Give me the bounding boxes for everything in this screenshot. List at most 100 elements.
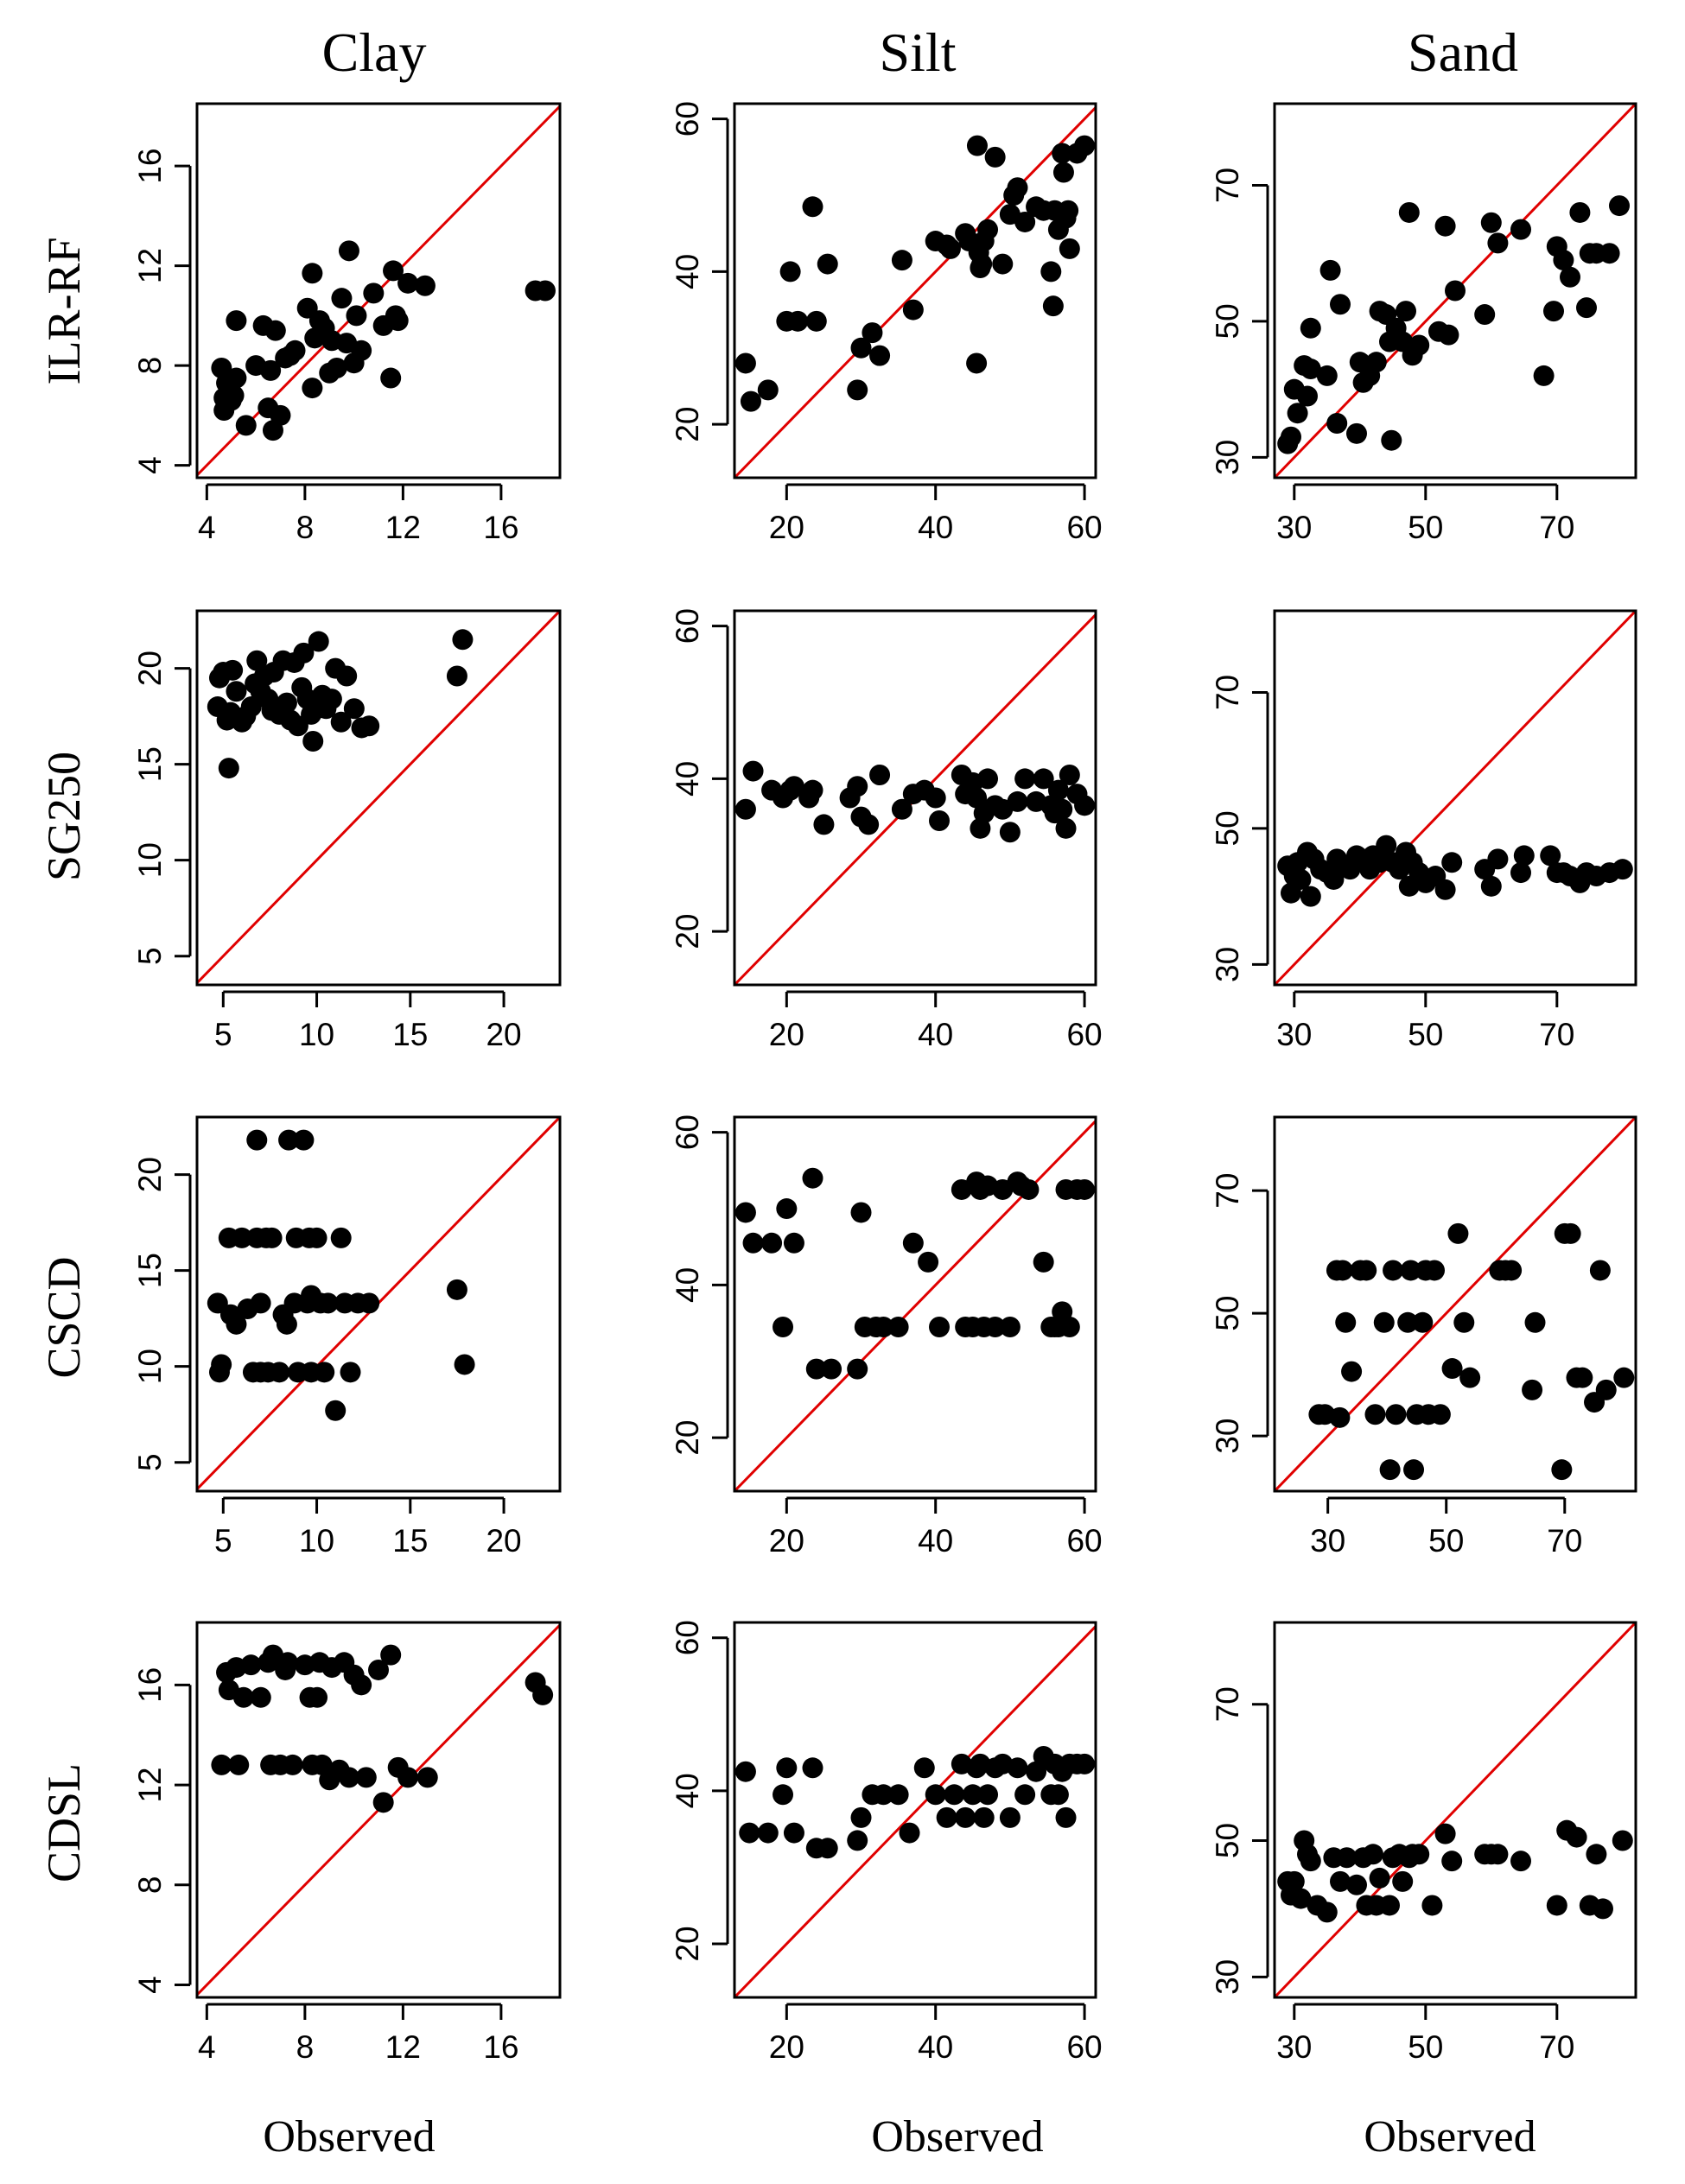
data-point <box>740 390 761 412</box>
data-point <box>1566 1826 1587 1848</box>
y-tick-label: 70 <box>1210 675 1245 710</box>
x-tick-label: 70 <box>1539 1017 1574 1052</box>
data-point <box>939 238 961 259</box>
data-point <box>918 1251 939 1273</box>
data-point <box>742 1232 764 1254</box>
y-tick-label: 20 <box>670 1926 705 1961</box>
data-point <box>1364 1404 1386 1425</box>
x-tick-label: 50 <box>1408 1017 1443 1052</box>
data-point <box>783 1822 804 1844</box>
data-point <box>966 135 988 156</box>
x-tick-label: 12 <box>385 2029 421 2065</box>
data-point <box>1059 238 1080 259</box>
data-point <box>999 1317 1021 1338</box>
data-point <box>1332 1260 1353 1281</box>
data-point <box>1330 1870 1351 1892</box>
y-tick-label: 4 <box>132 1976 168 1994</box>
data-point <box>973 1806 995 1828</box>
panel-ilr-sand-points <box>1277 195 1630 454</box>
data-point <box>532 1684 554 1705</box>
data-point <box>1487 848 1509 870</box>
data-point <box>869 764 891 785</box>
data-point <box>1055 817 1077 839</box>
data-point <box>1441 1851 1463 1872</box>
data-point <box>1290 1888 1312 1909</box>
x-tick-label: 60 <box>1066 1523 1102 1559</box>
data-point <box>226 681 247 702</box>
data-point <box>1319 259 1341 281</box>
x-tick-label: 50 <box>1408 510 1443 545</box>
data-point <box>783 776 804 797</box>
panel-ilr-sand-frame <box>1273 102 1637 479</box>
panel-ilr-clay: 4 8 12 16 4 8 12 16 <box>132 102 562 545</box>
data-point <box>850 337 872 359</box>
data-point <box>1613 1367 1635 1388</box>
data-point <box>340 1362 361 1383</box>
y-tick-label: 15 <box>132 1253 168 1288</box>
x-tick-label: 5 <box>214 1017 232 1052</box>
data-point <box>1055 1806 1077 1828</box>
data-point <box>1033 1251 1054 1273</box>
data-point <box>1546 1895 1567 1916</box>
data-point <box>1052 798 1073 820</box>
data-point <box>1392 1870 1414 1892</box>
data-point <box>359 1292 380 1314</box>
data-point <box>1014 1784 1036 1806</box>
data-point <box>228 1754 250 1775</box>
y-tick-label: 20 <box>670 407 705 442</box>
panel-sg250-sand-frame <box>1273 609 1637 987</box>
y-tick-label: 40 <box>670 1773 705 1808</box>
data-point <box>416 1767 438 1788</box>
data-point <box>232 1686 254 1708</box>
data-point <box>773 1784 794 1806</box>
data-point <box>929 1317 951 1338</box>
data-point <box>1403 1459 1425 1481</box>
x-axis-labels: Observed Observed Observed <box>263 2112 1536 2162</box>
data-point <box>387 310 409 332</box>
data-point <box>1441 852 1463 873</box>
data-point <box>899 1822 920 1844</box>
data-point <box>984 146 1006 168</box>
data-point <box>338 240 359 262</box>
data-point <box>850 1806 872 1828</box>
panel-sg250-clay-reference-line <box>197 611 560 984</box>
data-point <box>1014 768 1036 790</box>
data-point <box>363 283 385 304</box>
data-point <box>293 642 315 663</box>
data-point <box>1365 352 1387 373</box>
y-tick-label: 16 <box>132 1667 168 1703</box>
data-point <box>346 305 367 327</box>
y-tick-label: 60 <box>670 1620 705 1655</box>
y-tick-label: 5 <box>132 1453 168 1471</box>
data-point <box>1379 1895 1400 1916</box>
data-point <box>1540 845 1561 867</box>
data-point <box>246 650 268 671</box>
data-point <box>1424 1260 1446 1281</box>
data-point <box>966 352 988 374</box>
data-point <box>1300 1851 1321 1872</box>
data-point <box>992 253 1014 275</box>
data-point <box>761 1232 783 1254</box>
panel-ilr-clay-frame <box>195 102 562 479</box>
data-point <box>887 1784 909 1806</box>
data-point <box>1356 1260 1377 1281</box>
data-point <box>1480 875 1502 897</box>
data-point <box>368 1659 389 1680</box>
data-point <box>1336 1847 1358 1869</box>
data-point <box>873 1784 894 1806</box>
panel-ilr-sand: 30 50 70 30 50 70 <box>1210 102 1637 545</box>
row-label-cdsl: CDSL <box>38 1763 90 1882</box>
x-tick-label: 70 <box>1547 1523 1582 1559</box>
x-tick-label: 15 <box>392 1523 428 1559</box>
data-point <box>282 1754 303 1775</box>
x-tick-label: 70 <box>1539 2029 1574 2065</box>
y-tick-label: 70 <box>1210 1686 1245 1722</box>
x-axis-label-sand: Observed <box>1364 2112 1536 2162</box>
x-tick-label: 30 <box>1310 1523 1345 1559</box>
x-tick-label: 60 <box>1066 1017 1102 1052</box>
x-tick-label: 60 <box>1066 510 1102 545</box>
data-point <box>1346 1874 1367 1895</box>
data-point <box>1290 868 1312 890</box>
data-point <box>925 1784 946 1806</box>
data-point <box>1421 1895 1443 1916</box>
